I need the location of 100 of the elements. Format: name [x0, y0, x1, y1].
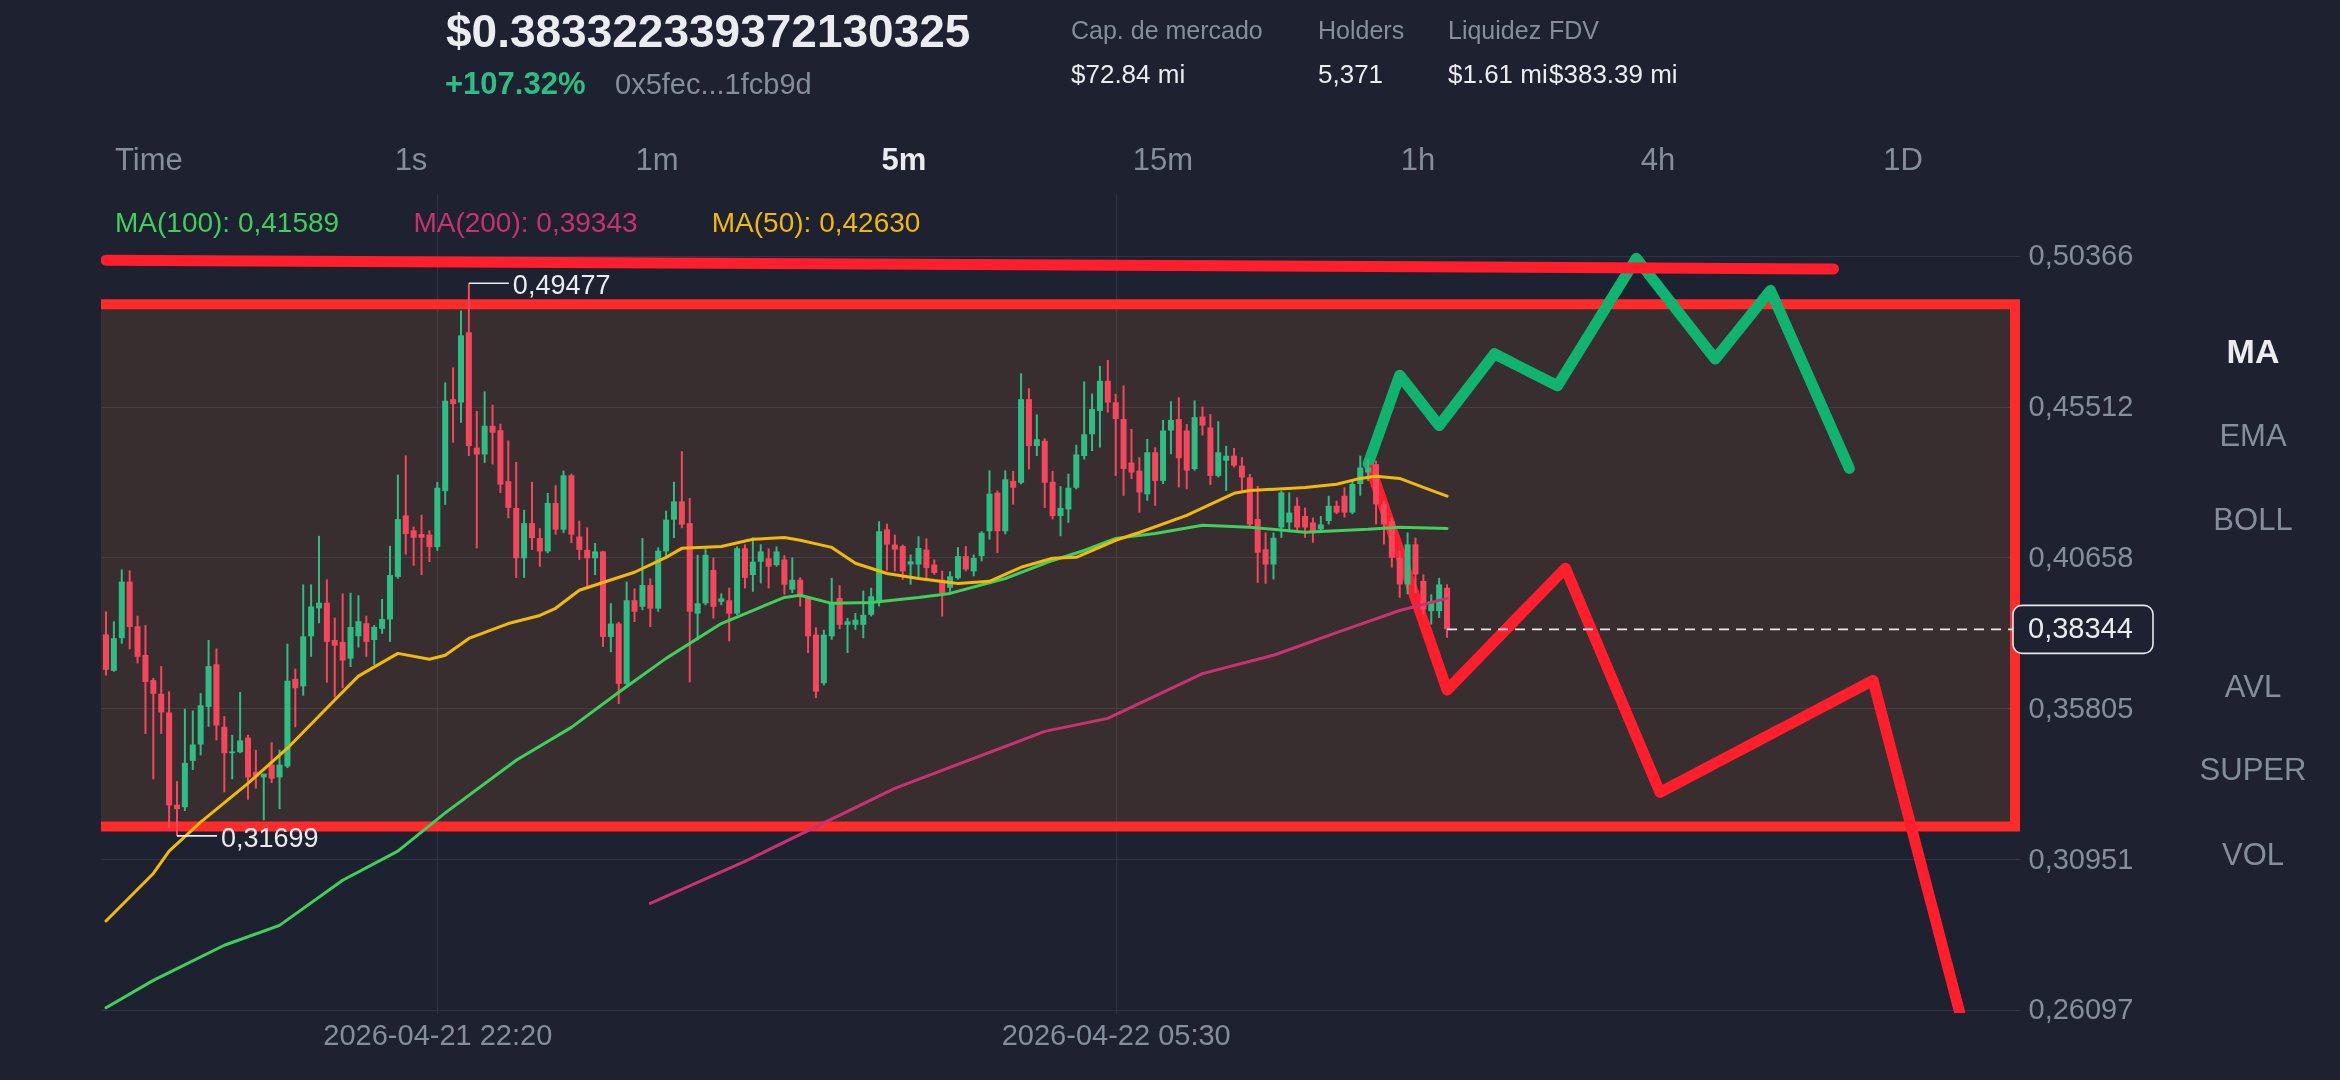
candlestick	[639, 537, 646, 612]
line-series	[648, 596, 1449, 905]
candlestick	[883, 522, 890, 572]
candlestick	[773, 545, 780, 568]
candlestick	[150, 676, 157, 781]
candlestick	[970, 553, 977, 578]
candlestick	[1010, 469, 1017, 506]
candlestick	[292, 667, 299, 729]
candlestick	[528, 480, 535, 551]
candlestick	[1286, 491, 1293, 532]
text: 4h	[1640, 142, 1676, 177]
candlestick	[962, 545, 969, 573]
candlestick	[331, 616, 338, 699]
text: EMA	[2219, 418, 2287, 453]
candlestick	[749, 536, 756, 593]
annotation: 0,49477	[512, 270, 611, 301]
candlestick	[174, 780, 180, 837]
text: 0x5fec...1fcb9d	[615, 68, 812, 100]
text: 1h	[1400, 142, 1436, 177]
text: 15m	[1132, 142, 1194, 177]
candlestick	[379, 597, 386, 635]
candlestick	[1294, 496, 1301, 532]
candlestick	[158, 665, 165, 735]
candlestick	[592, 542, 599, 577]
text: VOL	[2221, 837, 2285, 872]
candlestick	[907, 553, 914, 586]
candlestick	[647, 577, 654, 628]
candlestick	[1223, 444, 1230, 492]
text: Liquidez	[1448, 16, 1542, 44]
candlestick	[757, 543, 764, 585]
chart-title: $0.383322339372130325	[446, 5, 971, 57]
candlestick	[678, 450, 685, 530]
text: MA(200): 0,39343	[413, 207, 638, 238]
text: AVL	[2224, 669, 2282, 704]
candlestick	[726, 586, 733, 643]
candlestick	[363, 614, 370, 658]
line-series	[104, 523, 1449, 1010]
y-tick-label: 0,50366	[2028, 239, 2134, 272]
x-tick-label: 2026-04-22 05:30	[1001, 1018, 1231, 1051]
text: 1m	[635, 142, 679, 177]
y-tick-label: 0,35805	[2028, 691, 2134, 724]
candlestick	[584, 526, 591, 588]
candlestick	[1302, 506, 1309, 539]
text: MA(100): 0,41589	[115, 207, 340, 238]
candlestick	[371, 624, 378, 666]
candlestick	[607, 602, 614, 654]
y-tick-label: 0,26097	[2028, 993, 2134, 1026]
candlestick	[1167, 400, 1174, 456]
candlestick	[1262, 531, 1269, 585]
text: $1.61 mi	[1448, 59, 1548, 89]
candlestick	[536, 527, 543, 568]
text: $383.39 mi	[1549, 59, 1678, 89]
candlestick	[1081, 380, 1088, 461]
chart-subtitle: +107.32%	[445, 66, 586, 101]
candlestick	[860, 589, 867, 640]
candlestick	[1199, 405, 1206, 437]
candlestick	[1136, 456, 1143, 514]
y-tick-label: 0,30951	[2028, 842, 2134, 875]
text: Cap. de mercado	[1071, 16, 1263, 44]
ref-line-label: 0,38344	[2028, 612, 2133, 645]
candlestick	[402, 454, 409, 556]
text: BOLL	[2213, 502, 2293, 537]
candlestick	[450, 366, 457, 444]
text: 5m	[881, 142, 927, 177]
candlestick	[954, 546, 961, 581]
candlestick	[1325, 494, 1332, 526]
text: 5,371	[1318, 59, 1384, 89]
candlestick	[410, 525, 417, 567]
annotation: 0,31699	[221, 822, 319, 853]
candlestick	[923, 537, 930, 580]
candlestick	[1215, 420, 1222, 479]
candlestick	[576, 519, 583, 561]
candlestick	[237, 690, 244, 755]
candlestick	[1380, 499, 1387, 546]
text: SUPER	[2199, 752, 2307, 787]
candlestick	[789, 556, 796, 595]
candlestick	[1112, 392, 1119, 477]
text: 1D	[1883, 142, 1923, 177]
candlestick	[1033, 413, 1040, 458]
text: Time	[115, 142, 183, 177]
x-tick-label: 2026-04-21 22:20	[323, 1018, 553, 1051]
candlestick	[1231, 446, 1238, 469]
candlestick	[765, 547, 772, 590]
candlestick	[978, 530, 985, 563]
candlestick	[670, 480, 677, 540]
y-tick-label: 0,45512	[2028, 390, 2134, 423]
text: MA(50): 0,42630	[711, 207, 921, 238]
candlestick	[797, 576, 804, 608]
candlestick	[268, 741, 275, 784]
text: FDV	[1549, 16, 1600, 44]
candlestick	[189, 709, 196, 771]
text: Holders	[1318, 16, 1405, 44]
candlestick	[891, 533, 898, 573]
candlestick	[339, 592, 346, 690]
text: $72.84 mi	[1071, 59, 1186, 89]
candlestick	[631, 587, 638, 623]
candlestick	[1104, 358, 1111, 414]
text: MA	[2226, 332, 2280, 370]
y-tick-label: 0,40658	[2028, 540, 2134, 573]
text: 1s	[394, 142, 428, 177]
